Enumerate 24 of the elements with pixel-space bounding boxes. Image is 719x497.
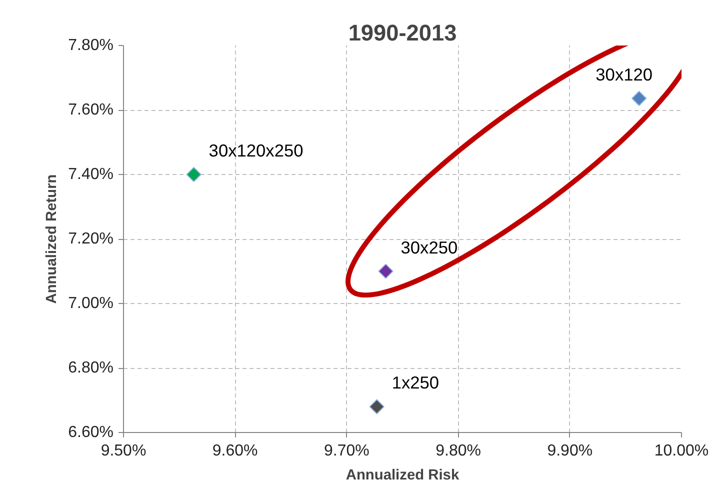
- point: [378, 264, 394, 279]
- y-tick-label: 7.00%: [68, 295, 114, 312]
- series-label: 30x250: [400, 237, 458, 258]
- y-tick-label: 7.20%: [68, 230, 114, 248]
- y-tick-label: 7.60%: [68, 102, 114, 118]
- point: [632, 90, 647, 106]
- y-tick-label: 7.80%: [68, 37, 114, 54]
- x-tick-label: 9.50%: [100, 442, 146, 460]
- point: [186, 166, 202, 182]
- series-label: 1x250: [392, 372, 440, 393]
- x-tick-label: 9.80%: [436, 442, 481, 460]
- chart-title: 1990-2013: [348, 20, 457, 46]
- x-tick-label: 10.00%: [654, 442, 709, 460]
- point: [369, 399, 384, 414]
- series-label: 30x120x250: [208, 140, 304, 160]
- y-tick-label: 7.40%: [68, 166, 114, 183]
- y-tick-label: 6.60%: [68, 424, 114, 441]
- x-tick-label: 9.60%: [212, 442, 258, 460]
- y-tick-label: 6.80%: [68, 360, 114, 376]
- x-tick-label: 9.90%: [547, 442, 593, 460]
- series-label: 30x120: [596, 64, 653, 84]
- x-tick-label: 9.70%: [324, 442, 370, 460]
- y-axis-title: Annualized Return: [44, 174, 60, 304]
- x-axis-title: Annualized Risk: [346, 468, 460, 484]
